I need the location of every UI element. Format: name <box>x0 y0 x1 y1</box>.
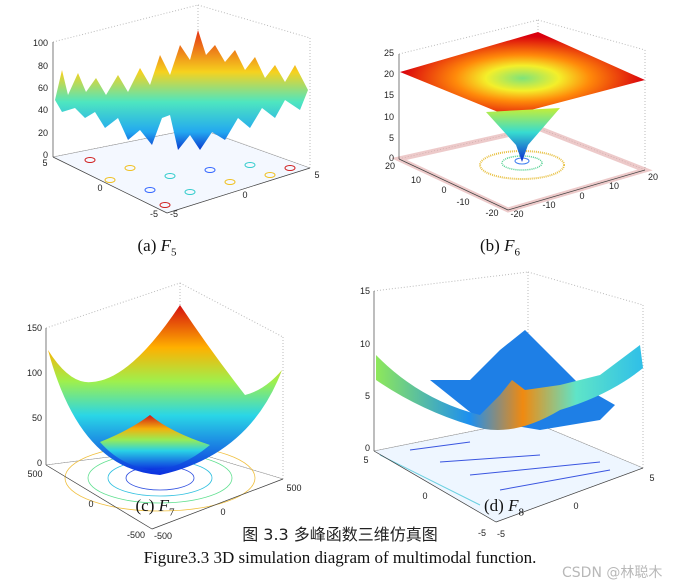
y-tick: -5 <box>497 529 505 539</box>
z-tick: 150 <box>27 323 42 333</box>
y-tick: 5 <box>649 473 654 483</box>
y-tick: 5 <box>314 170 319 180</box>
y-tick: 0 <box>573 501 578 511</box>
z-tick: 15 <box>360 286 370 296</box>
panel-a-axes <box>52 42 311 214</box>
z-tick: 10 <box>360 339 370 349</box>
z-tick: 0 <box>43 150 48 160</box>
x-tick: -10 <box>456 197 469 207</box>
caption-label: (b) <box>480 236 500 255</box>
x-tick: 0 <box>88 499 93 509</box>
x-tick: -5 <box>150 209 158 219</box>
caption-subscript: 5 <box>171 246 177 259</box>
caption-b: (b) F6 <box>480 236 520 258</box>
panel-c-plot: 150 100 50 0 500 0 -500 -500 0 500 <box>27 282 302 541</box>
x-tick: -5 <box>478 528 486 538</box>
y-tick: 0 <box>242 190 247 200</box>
y-tick: 500 <box>286 483 301 493</box>
z-tick: 100 <box>33 38 48 48</box>
x-tick: -20 <box>485 208 498 218</box>
panel-b-surface-top <box>400 32 645 116</box>
x-tick: 0 <box>422 491 427 501</box>
caption-function: F <box>160 236 172 255</box>
caption-label: (d) <box>484 496 504 515</box>
caption-function: F <box>508 496 519 515</box>
x-tick: 500 <box>27 469 42 479</box>
z-tick: 0 <box>37 458 42 468</box>
z-tick: 15 <box>384 90 394 100</box>
z-tick: 0 <box>365 443 370 453</box>
y-tick: -20 <box>510 209 523 219</box>
z-tick: 5 <box>365 391 370 401</box>
panel-b-plot: 25 20 15 10 5 0 20 10 0 -10 -20 -20 -10 … <box>384 19 658 219</box>
caption-function: F <box>504 236 515 255</box>
z-tick: 40 <box>38 105 48 115</box>
y-tick: -5 <box>170 209 178 219</box>
panel-c-surface <box>48 305 282 475</box>
caption-label: (a) <box>137 236 157 255</box>
y-tick: 10 <box>609 181 619 191</box>
x-tick: 10 <box>411 175 421 185</box>
panel-a-plot: 100 80 60 40 20 0 5 0 -5 -5 0 5 <box>33 4 320 219</box>
x-tick: 0 <box>441 185 446 195</box>
panel-c-surface-front <box>100 415 210 470</box>
caption-subscript: 7 <box>169 506 175 519</box>
panel-d-plot: 15 10 5 0 5 0 -5 -5 0 5 <box>360 271 655 539</box>
z-tick: 80 <box>38 61 48 71</box>
y-tick: 0 <box>579 191 584 201</box>
z-tick: 100 <box>27 368 42 378</box>
panel-d-surface <box>376 345 643 430</box>
panel-a-contours <box>84 157 296 208</box>
y-tick: -10 <box>542 200 555 210</box>
y-tick: 20 <box>648 172 658 182</box>
caption-c: (c) F7 <box>135 496 174 518</box>
watermark: CSDN @林聪木 <box>562 565 663 581</box>
z-tick: 10 <box>384 112 394 122</box>
caption-label: (c) <box>135 496 155 515</box>
z-tick: 50 <box>32 413 42 423</box>
z-tick: 60 <box>38 83 48 93</box>
caption-a: (a) F5 <box>137 236 176 258</box>
y-tick: -500 <box>154 531 172 541</box>
z-tick: 25 <box>384 48 394 58</box>
x-tick: 20 <box>385 161 395 171</box>
caption-subscript: 8 <box>518 506 524 519</box>
panel-c-axes <box>45 328 284 530</box>
panel-a-surface <box>55 30 308 150</box>
panel-b-surface-funnel <box>486 108 560 162</box>
x-tick: 0 <box>97 183 102 193</box>
x-tick: 5 <box>363 455 368 465</box>
panel-d-contours <box>379 441 611 506</box>
caption-subscript: 6 <box>514 246 520 259</box>
x-tick: 5 <box>42 158 47 168</box>
figure-caption-chinese: 图 3.3 多峰函数三维仿真图 <box>242 525 438 544</box>
z-tick: 0 <box>389 153 394 163</box>
y-tick: 0 <box>220 507 225 517</box>
z-tick: 20 <box>384 69 394 79</box>
z-tick: 5 <box>389 133 394 143</box>
panel-d-axes <box>373 291 644 523</box>
caption-d: (d) F8 <box>484 496 524 518</box>
x-tick: -500 <box>127 530 145 540</box>
panel-b-axes <box>398 54 646 211</box>
caption-function: F <box>158 496 170 515</box>
z-tick: 20 <box>38 128 48 138</box>
figure-caption-english: Figure3.3 3D simulation diagram of multi… <box>143 548 537 567</box>
